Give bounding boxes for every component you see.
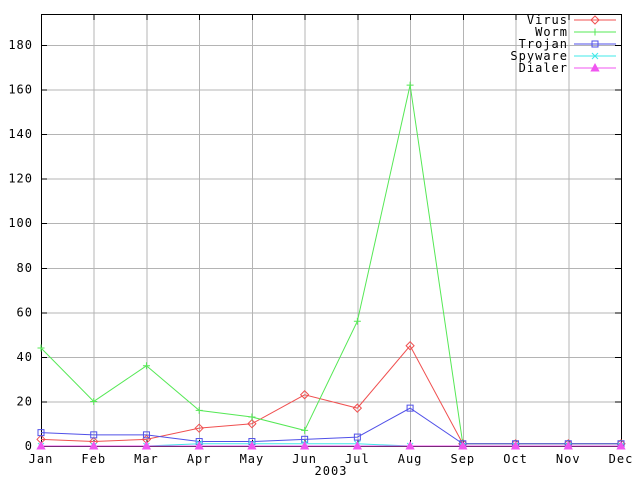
y-tick-label: 40 [17, 350, 33, 364]
marker-plus [248, 413, 256, 421]
marker-triangle-filled [299, 440, 310, 450]
marker-triangle-filled [89, 440, 99, 450]
marker-diamond-open [590, 15, 600, 25]
marker-plus [142, 362, 150, 370]
marker-cross [591, 52, 599, 60]
marker-square-open [90, 431, 98, 439]
x-tick-label: Oct [503, 452, 528, 466]
marker-plus [90, 397, 98, 405]
legend-label-dialer: Dialer [519, 61, 568, 75]
x-tick-label: May [240, 452, 265, 466]
marker-diamond-open [405, 341, 415, 351]
marker-diamond-open [247, 419, 257, 429]
x-tick-label: Feb [81, 452, 106, 466]
legend-label-worm: Worm [535, 25, 568, 39]
marker-triangle-filled [616, 440, 626, 450]
marker-triangle-filled [590, 62, 600, 72]
y-tick-label: 160 [8, 83, 33, 97]
legend-label-spyware: Spyware [510, 49, 568, 63]
marker-triangle-filled [510, 440, 521, 450]
marker-diamond-open [194, 423, 204, 433]
x-tick-label: Mar [134, 452, 159, 466]
x-tick-label: Apr [187, 452, 212, 466]
marker-diamond-open [299, 390, 310, 400]
x-tick-label: Jul [345, 452, 370, 466]
y-tick-label: 120 [8, 172, 33, 186]
marker-square-open [37, 429, 45, 437]
series-trojan [37, 404, 625, 448]
marker-triangle-filled [458, 440, 468, 450]
marker-triangle-filled [405, 440, 415, 450]
marker-square-open [591, 40, 599, 48]
marker-diamond-open [352, 403, 363, 413]
marker-plus [353, 317, 361, 325]
legend-label-virus: Virus [527, 13, 568, 27]
marker-triangle-filled [194, 440, 204, 450]
y-tick-label: 180 [8, 38, 33, 52]
y-tick-label: 0 [25, 439, 33, 453]
gridlines [41, 14, 621, 446]
marker-square-open [142, 431, 150, 439]
marker-plus [195, 406, 203, 414]
marker-plus [591, 28, 599, 36]
series-spyware [37, 440, 625, 450]
x-tick-label: Jun [292, 452, 317, 466]
series-dialer [36, 440, 626, 450]
marker-triangle-filled [563, 440, 573, 450]
marker-plus [301, 426, 309, 434]
marker-plus [406, 81, 414, 89]
y-tick-label: 80 [17, 261, 33, 275]
plot-border [41, 14, 622, 447]
x-tick-label: Jan [29, 452, 54, 466]
marker-triangle-filled [352, 440, 363, 450]
y-tick-label: 100 [8, 216, 33, 230]
marker-plus [37, 344, 45, 352]
y-tick-label: 140 [8, 127, 33, 141]
x-tick-label: Aug [398, 452, 423, 466]
series-worm [37, 81, 625, 448]
marker-square-open [353, 433, 361, 441]
marker-triangle-filled [141, 440, 152, 450]
x-tick-label: Sep [450, 452, 475, 466]
y-tick-label: 60 [17, 305, 33, 319]
y-tick-label: 20 [17, 394, 33, 408]
marker-square-open [406, 404, 414, 412]
x-axis-title: 2003 [314, 464, 348, 478]
legend-label-trojan: Trojan [519, 37, 568, 51]
x-tick-label: Dec [609, 452, 634, 466]
marker-triangle-filled [36, 440, 46, 450]
axis-labels: 0 20 40 60 80 100 120 140 160 180 Jan Feb Mar Apr May J… [8, 38, 634, 466]
x-tick-label: Nov [556, 452, 581, 466]
marker-triangle-filled [247, 440, 257, 450]
